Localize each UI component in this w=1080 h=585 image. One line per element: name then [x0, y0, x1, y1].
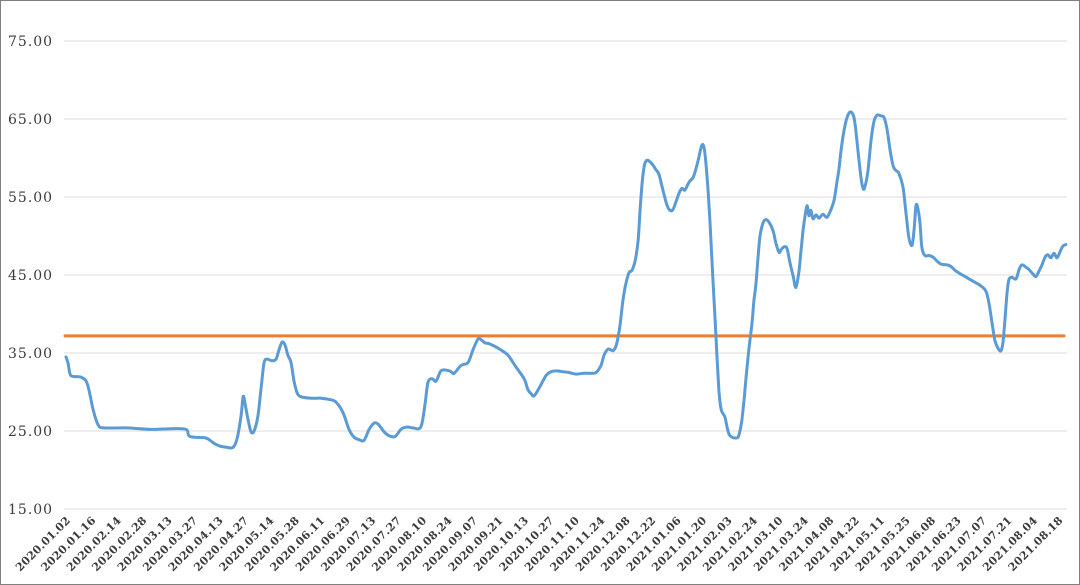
y-tick-label: 25.00 [8, 424, 53, 440]
y-tick-label: 15.00 [8, 502, 53, 518]
y-tick-label: 35.00 [8, 346, 53, 362]
y-tick-label: 45.00 [8, 268, 53, 284]
y-tick-label: 65.00 [8, 112, 53, 128]
y-tick-label: 55.00 [8, 190, 53, 206]
y-tick-label: 75.00 [8, 34, 53, 50]
price-line [64, 110, 1068, 450]
